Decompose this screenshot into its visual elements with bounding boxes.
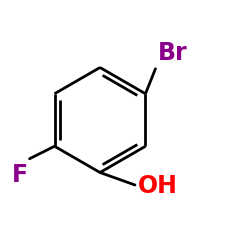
Text: F: F (12, 162, 28, 186)
Text: OH: OH (138, 174, 177, 198)
Text: Br: Br (158, 41, 188, 65)
